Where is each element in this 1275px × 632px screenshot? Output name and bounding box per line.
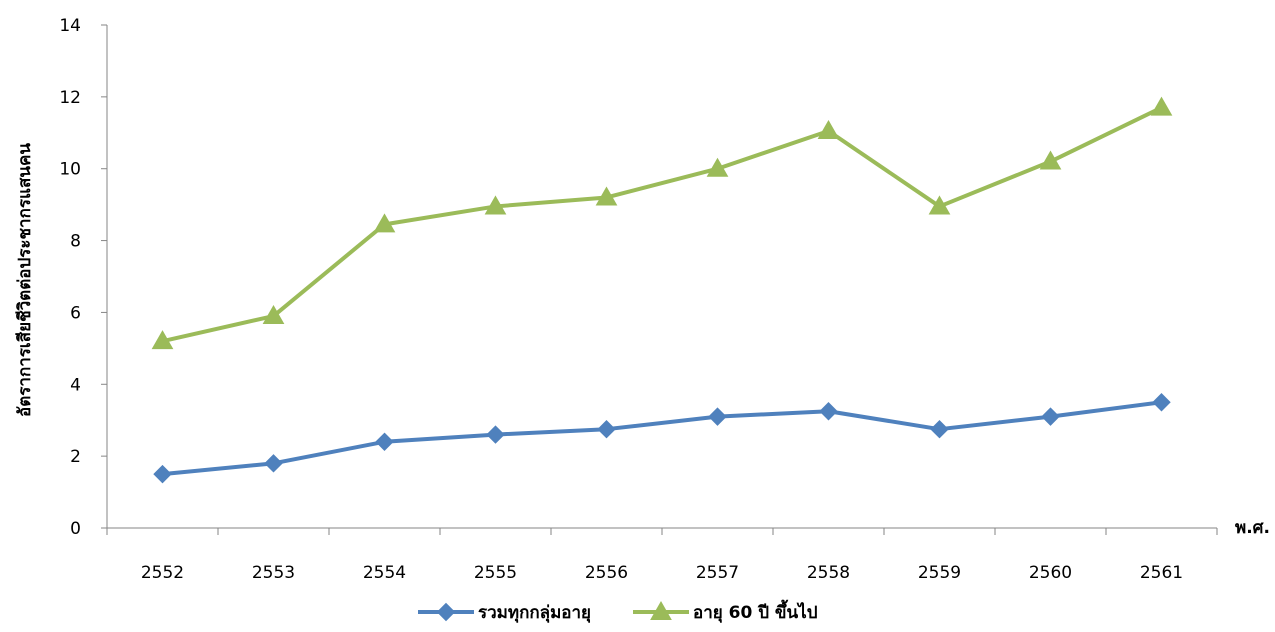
data-point <box>928 195 951 215</box>
legend-label: อายุ 60 ปี ขึ้นไป <box>693 599 818 623</box>
series-layer <box>151 96 1173 484</box>
legend-marker <box>436 602 456 622</box>
x-tick-label: 2561 <box>1140 563 1183 583</box>
y-tick-label: 14 <box>59 16 81 36</box>
x-tick-label: 2553 <box>252 563 295 583</box>
legend-item-2: อายุ 60 ปี ขึ้นไป <box>633 599 818 623</box>
data-point <box>1152 393 1171 412</box>
data-point <box>930 419 949 439</box>
data-point <box>597 419 616 439</box>
x-tick-label: 2560 <box>1029 563 1072 583</box>
x-tick-label: 2558 <box>807 563 850 583</box>
series-line <box>162 400 1162 477</box>
series-line <box>162 105 1163 344</box>
data-point <box>595 186 618 206</box>
axes: 0 2 4 6 8 10 12 14 2552 2553 2554 2555 2556 2557 2558… <box>59 16 1218 583</box>
data-point <box>708 407 727 426</box>
data-point <box>1150 96 1173 116</box>
y-axis-title: อัตราการเสียชีวิตต่อประชากรแสนคน <box>14 143 35 417</box>
data-point <box>486 425 505 444</box>
x-tick-label: 2555 <box>474 563 517 583</box>
data-point <box>153 464 172 484</box>
data-point <box>706 157 729 177</box>
x-tick-label: 2552 <box>141 563 184 583</box>
x-axis-title: พ.ศ. <box>1235 518 1270 538</box>
series-2 <box>151 96 1173 350</box>
y-tick-label: 10 <box>59 160 81 180</box>
data-point <box>375 432 394 451</box>
x-tick-label: 2557 <box>696 563 739 583</box>
data-point <box>1039 150 1062 170</box>
y-tick-label: 0 <box>70 519 81 539</box>
y-tick-label: 6 <box>70 303 81 323</box>
data-point <box>819 402 838 421</box>
legend-label: รวมทุกกลุ่มอายุ <box>478 603 591 623</box>
data-point <box>262 305 285 325</box>
x-tick-label: 2559 <box>918 563 961 583</box>
data-point <box>1041 407 1060 426</box>
data-point <box>264 454 283 473</box>
y-tick-label: 12 <box>59 88 81 108</box>
x-tick-label: 2556 <box>585 563 628 583</box>
y-tick-label: 2 <box>70 447 81 467</box>
legend: รวมทุกกลุ่มอายุ อายุ 60 ปี ขึ้นไป <box>418 599 818 623</box>
data-point <box>817 119 840 139</box>
y-tick-label: 4 <box>70 375 81 395</box>
data-point <box>484 195 507 215</box>
data-point <box>373 213 396 233</box>
legend-marker <box>650 600 672 620</box>
data-point <box>151 330 174 350</box>
y-ticks: 0 2 4 6 8 10 12 14 <box>59 16 107 539</box>
x-ticks: 2552 2553 2554 2555 2556 2557 2558 2559 2560 2561 <box>106 528 1218 583</box>
legend-item-1: รวมทุกกลุ่มอายุ <box>418 602 591 623</box>
x-tick-label: 2554 <box>363 563 406 583</box>
series-1 <box>153 393 1171 484</box>
y-tick-label: 8 <box>70 232 81 252</box>
